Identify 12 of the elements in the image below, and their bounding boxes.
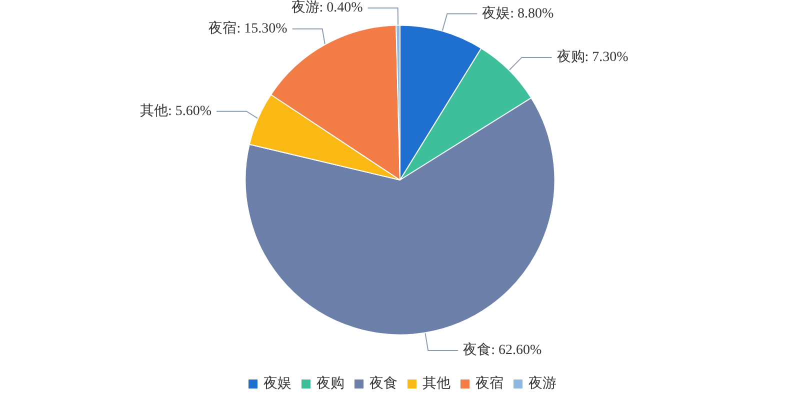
- legend-label: 夜食: [370, 376, 398, 392]
- legend-label: 夜购: [316, 376, 344, 392]
- legend-label: 其他: [422, 376, 450, 392]
- data-label: 其他: 5.60%: [140, 102, 212, 119]
- data-label: 夜食: 62.60%: [463, 342, 542, 358]
- legend-label: 夜宿: [476, 376, 504, 392]
- data-label: 夜游: 0.40%: [291, 0, 364, 16]
- data-label: 夜宿: 15.30%: [208, 20, 288, 36]
- legend-label: 夜娱: [264, 376, 292, 392]
- data-label: 夜购: 7.30%: [556, 48, 629, 65]
- data-label: 夜娱: 8.80%: [482, 5, 554, 22]
- legend-label: 夜游: [528, 376, 556, 392]
